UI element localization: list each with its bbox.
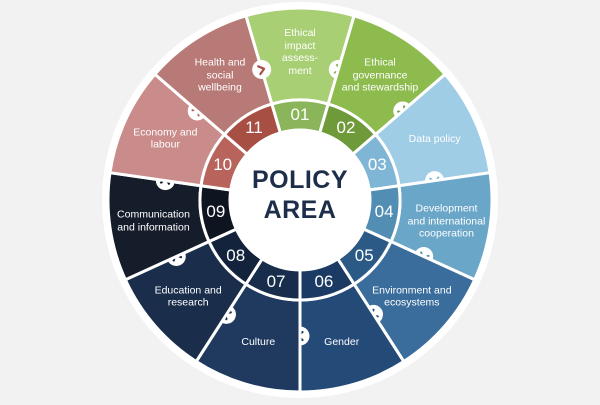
chevron-badge (252, 60, 272, 80)
chevron-icon (257, 65, 266, 76)
center-circle (230, 130, 370, 270)
